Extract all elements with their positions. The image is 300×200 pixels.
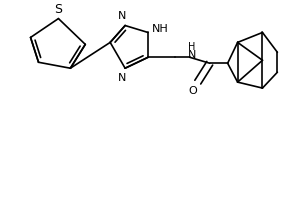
Text: NH: NH [152,23,168,33]
Text: N: N [118,11,126,21]
Text: O: O [188,86,197,96]
Text: N: N [188,50,196,60]
Text: S: S [54,3,62,16]
Text: N: N [118,73,126,83]
Text: H: H [188,42,196,52]
